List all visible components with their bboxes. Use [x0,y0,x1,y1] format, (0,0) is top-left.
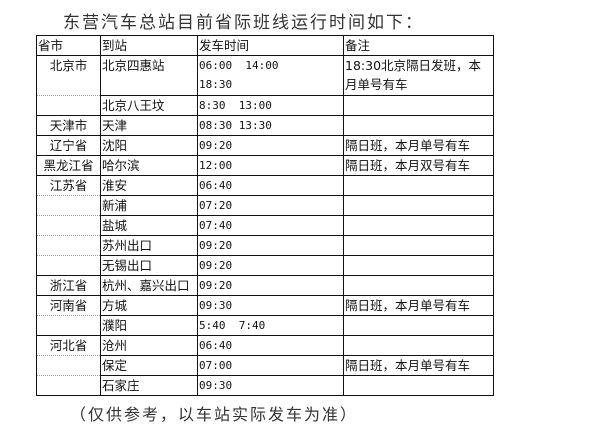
table-row: 北京市 北京四惠站 06:00 14:00 18:30 18:30北京隔日发班，本月单… [36,55,494,96]
station-cell: 无锡出口 [100,255,198,276]
station-cell: 新浦 [100,195,198,216]
time-cell: 06:40 [197,335,344,356]
province-cell [36,375,101,396]
table-row: 河南省 方城 09:30 隔日班，本月单号有车 [36,295,494,316]
table-row: 石家庄 09:30 [36,375,494,396]
table-row: 浙江省 杭州、嘉兴出口 09:20 [36,275,494,296]
station-cell: 天津 [100,115,198,136]
time-cell: 09:20 [197,255,344,276]
station-cell: 淮安 [100,175,198,196]
note-cell [343,335,494,356]
time-cell: 07:00 [197,355,344,376]
station-cell: 盐城 [100,215,198,236]
note-cell [343,115,494,136]
table-row: 盐城 07:40 [36,215,494,236]
page-title: 东营汽车总站目前省际班线运行时间如下： [63,13,424,33]
time-cell: 06:00 14:00 18:30 [197,55,344,96]
footer-note: （仅供参考，以车站实际发车为准） [70,405,359,424]
station-cell: 杭州、嘉兴出口 [100,275,198,296]
time-cell: 08:30 13:30 [197,115,344,136]
note-cell [343,175,494,196]
note-cell: 隔日班，本月单号有车 [343,295,494,316]
table-row: 保定 07:00 隔日班，本月单号有车 [36,355,494,376]
station-cell: 石家庄 [100,375,198,396]
note-cell [343,315,494,336]
table-row: 北京八王坟 8:30 13:00 [36,95,494,116]
province-cell: 江苏省 [36,175,101,196]
note-cell [343,95,494,116]
time-cell: 09:30 [197,375,344,396]
station-cell: 濮阳 [100,315,198,336]
header-note: 备注 [343,35,494,56]
table-row: 河北省 沧州 06:40 [36,335,494,356]
station-cell: 苏州出口 [100,235,198,256]
province-cell [36,215,101,236]
province-cell: 河南省 [36,295,101,316]
time-cell: 5:40 7:40 [197,315,344,336]
time-cell: 09:30 [197,295,344,316]
table-row: 黑龙江省 哈尔滨 12:00 隔日班，本月双号有车 [36,155,494,176]
province-cell [36,95,101,116]
table-row: 天津市 天津 08:30 13:30 [36,115,494,136]
province-cell [36,255,101,276]
note-cell [343,275,494,296]
time-cell: 07:40 [197,215,344,236]
note-cell: 隔日班，本月单号有车 [343,135,494,156]
table-row: 濮阳 5:40 7:40 [36,315,494,336]
time-cell: 06:40 [197,175,344,196]
station-cell: 沧州 [100,335,198,356]
province-cell: 黑龙江省 [36,155,101,176]
time-cell: 12:00 [197,155,344,176]
time-cell: 09:20 [197,235,344,256]
note-cell [343,195,494,216]
note-cell [343,235,494,256]
note-cell [343,215,494,236]
table-row: 无锡出口 09:20 [36,255,494,276]
province-cell: 河北省 [36,335,101,356]
station-cell: 保定 [100,355,198,376]
station-cell: 哈尔滨 [100,155,198,176]
province-cell: 北京市 [36,55,101,96]
table-row: 苏州出口 09:20 [36,235,494,256]
time-cell: 09:20 [197,275,344,296]
note-cell [343,255,494,276]
header-station: 到站 [100,35,198,56]
time-cell: 8:30 13:00 [197,95,344,116]
table-row: 新浦 07:20 [36,195,494,216]
province-cell [36,315,101,336]
note-cell: 18:30北京隔日发班，本月单号有车 [343,55,494,96]
province-cell [36,355,101,376]
note-cell: 隔日班，本月单号有车 [343,355,494,376]
station-cell: 方城 [100,295,198,316]
note-cell [343,375,494,396]
schedule-table: 省市 到站 发车时间 备注 北京市 北京四惠站 06:00 14:00 18:30 1… [36,35,494,396]
province-cell [36,195,101,216]
province-cell: 浙江省 [36,275,101,296]
province-cell [36,235,101,256]
province-cell: 辽宁省 [36,135,101,156]
table-body: 北京市 北京四惠站 06:00 14:00 18:30 18:30北京隔日发班，本月单… [36,55,494,396]
table-row: 辽宁省 沈阳 09:20 隔日班，本月单号有车 [36,135,494,156]
station-cell: 北京八王坟 [100,95,198,116]
table-header-row: 省市 到站 发车时间 备注 [36,35,494,56]
time-cell: 07:20 [197,195,344,216]
note-cell: 隔日班，本月双号有车 [343,155,494,176]
table-row: 江苏省 淮安 06:40 [36,175,494,196]
station-cell: 北京四惠站 [100,55,198,96]
time-cell: 09:20 [197,135,344,156]
header-departure-time: 发车时间 [197,35,344,56]
province-cell: 天津市 [36,115,101,136]
station-cell: 沈阳 [100,135,198,156]
header-province: 省市 [36,35,101,56]
